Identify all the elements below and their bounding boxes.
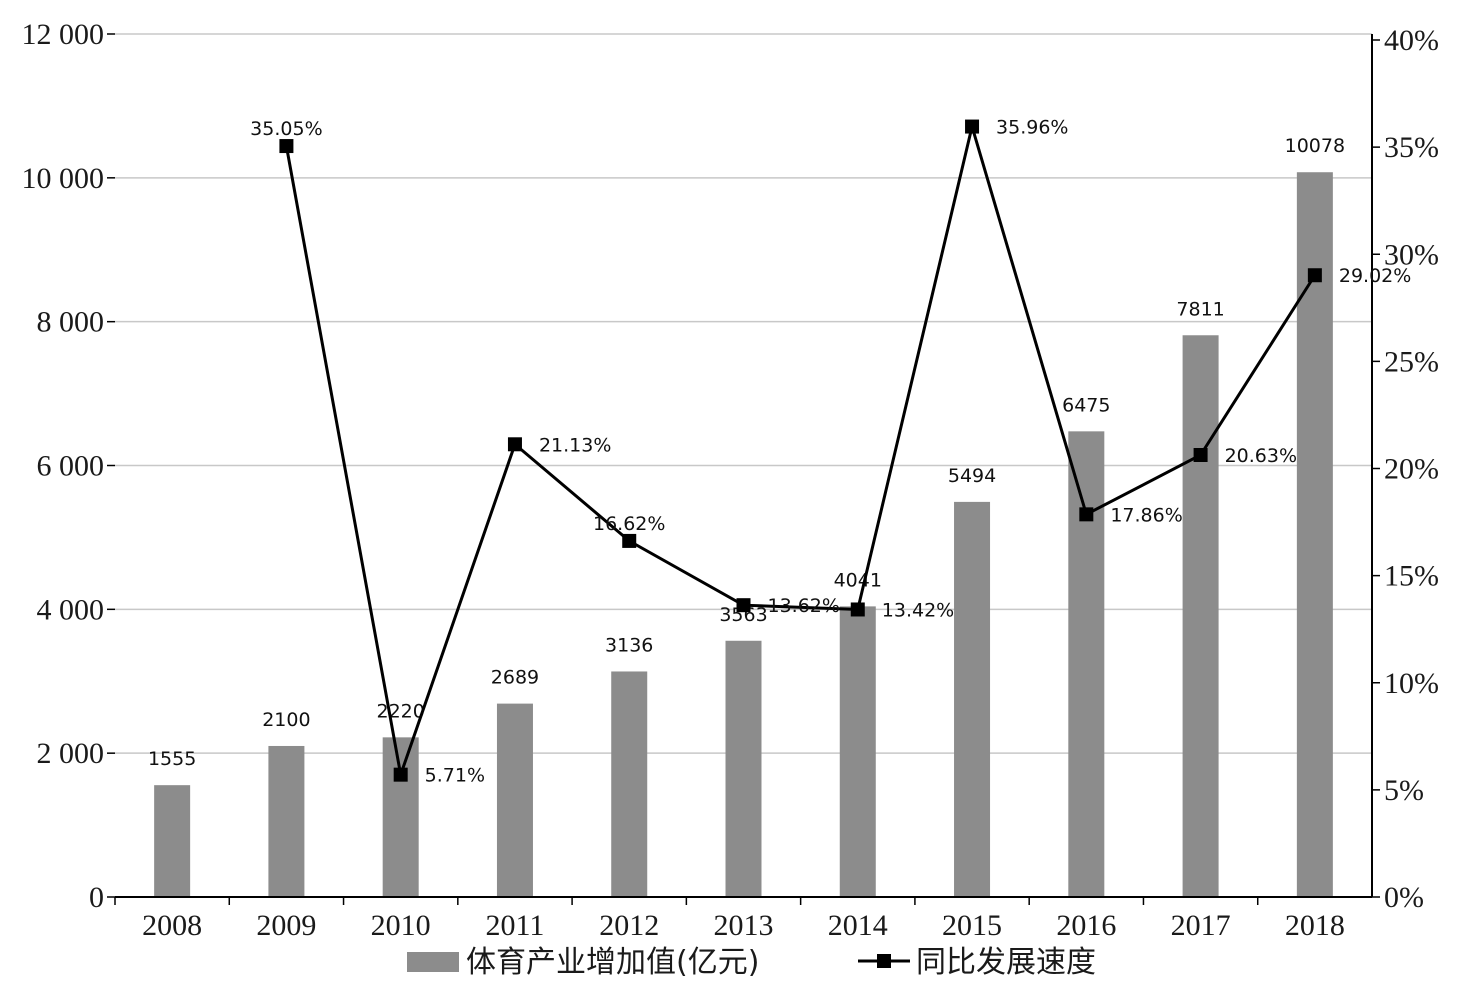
y-right-tick-label: 30% bbox=[1384, 238, 1439, 271]
growth-rate-marker-2009 bbox=[279, 139, 294, 154]
x-tick-label: 2010 bbox=[371, 909, 431, 942]
bar-2008 bbox=[154, 785, 191, 897]
bar-2010 bbox=[382, 737, 419, 897]
bar-value-label: 1555 bbox=[148, 748, 196, 770]
growth-rate-line bbox=[284, 120, 1317, 781]
growth-rate-marker-2013 bbox=[736, 598, 751, 613]
x-tick-label: 2017 bbox=[1171, 909, 1231, 942]
bar-2014 bbox=[839, 606, 876, 897]
legend-line-label: 同比发展速度 bbox=[916, 945, 1096, 980]
x-tick-label: 2015 bbox=[942, 909, 1002, 942]
y-left-tick-label: 4 000 bbox=[37, 593, 105, 626]
growth-rate-marker-2018 bbox=[1307, 268, 1322, 283]
bar-value-label: 2689 bbox=[491, 667, 539, 689]
bar-2015 bbox=[954, 501, 991, 897]
y-right-tick-label: 40% bbox=[1384, 24, 1439, 57]
growth-rate-label: 29.02% bbox=[1339, 265, 1411, 287]
bar-value-label: 2100 bbox=[262, 709, 310, 731]
growth-rate-label: 20.63% bbox=[1225, 445, 1297, 467]
growth-rate-marker-2014 bbox=[850, 602, 865, 617]
x-tick-label: 2013 bbox=[714, 909, 774, 942]
bar-value-label: 4041 bbox=[834, 569, 882, 591]
bar-value-label: 3563 bbox=[719, 604, 767, 626]
growth-rate-marker-2016 bbox=[1079, 507, 1094, 522]
bar-value-label: 2220 bbox=[377, 700, 425, 722]
y-right-tick-label: 35% bbox=[1384, 131, 1439, 164]
x-tick-label: 2016 bbox=[1056, 909, 1116, 942]
y-right-tick-label: 15% bbox=[1384, 560, 1439, 593]
y-left-tick-label: 12 000 bbox=[22, 18, 105, 51]
y-right-tick-label: 20% bbox=[1384, 453, 1439, 486]
growth-rate-marker-2011 bbox=[507, 437, 522, 452]
legend-bar-label: 体育产业增加值(亿元) bbox=[466, 945, 759, 980]
x-tick-label: 2012 bbox=[599, 909, 659, 942]
bar-2012 bbox=[611, 671, 648, 897]
bar-2013 bbox=[725, 640, 762, 897]
bar-value-label: 10078 bbox=[1285, 135, 1345, 157]
growth-rate-label: 5.71% bbox=[425, 765, 485, 787]
bar-value-label: 6475 bbox=[1062, 394, 1110, 416]
x-tick-label: 2018 bbox=[1285, 909, 1345, 942]
x-tick-label: 2011 bbox=[486, 909, 545, 942]
growth-rate-label: 16.62% bbox=[593, 513, 665, 535]
growth-rate-label: 21.13% bbox=[539, 434, 611, 456]
bar-2017 bbox=[1182, 335, 1219, 897]
legend-bar-swatch bbox=[407, 952, 459, 972]
growth-rate-label: 35.96% bbox=[996, 117, 1068, 139]
y-left-tick-label: 0 bbox=[89, 881, 104, 914]
y-right-tick-label: 25% bbox=[1384, 345, 1439, 378]
bar-value-label: 5494 bbox=[948, 465, 996, 487]
growth-rate-marker-2015 bbox=[965, 119, 980, 134]
y-left-tick-label: 2 000 bbox=[37, 737, 105, 770]
y-right-tick-label: 10% bbox=[1384, 667, 1439, 700]
y-left-tick-label: 8 000 bbox=[37, 306, 105, 339]
bar-2011 bbox=[496, 703, 533, 897]
y-right-tick-label: 0% bbox=[1384, 881, 1424, 914]
x-tick-label: 2014 bbox=[828, 909, 888, 942]
y-left-tick-label: 10 000 bbox=[22, 162, 105, 195]
bar-2016 bbox=[1068, 431, 1105, 897]
y-right-tick-label: 5% bbox=[1384, 774, 1424, 807]
bar-2009 bbox=[268, 745, 305, 897]
growth-rate-label: 17.86% bbox=[1110, 504, 1182, 526]
growth-rate-label: 13.42% bbox=[882, 599, 954, 621]
y-left-tick-label: 6 000 bbox=[37, 450, 105, 483]
growth-rate-marker-2010 bbox=[393, 767, 408, 782]
x-tick-label: 2008 bbox=[142, 909, 202, 942]
bar-value-label: 7811 bbox=[1176, 298, 1224, 320]
bar-value-label: 3136 bbox=[605, 634, 653, 656]
growth-rate-marker-2017 bbox=[1193, 448, 1208, 463]
growth-rate-label: 13.62% bbox=[768, 595, 840, 617]
x-tick-label: 2009 bbox=[256, 909, 316, 942]
growth-rate-label: 35.05% bbox=[250, 118, 322, 140]
growth-rate-marker-2012 bbox=[622, 533, 637, 548]
legend-line-marker bbox=[877, 954, 891, 968]
